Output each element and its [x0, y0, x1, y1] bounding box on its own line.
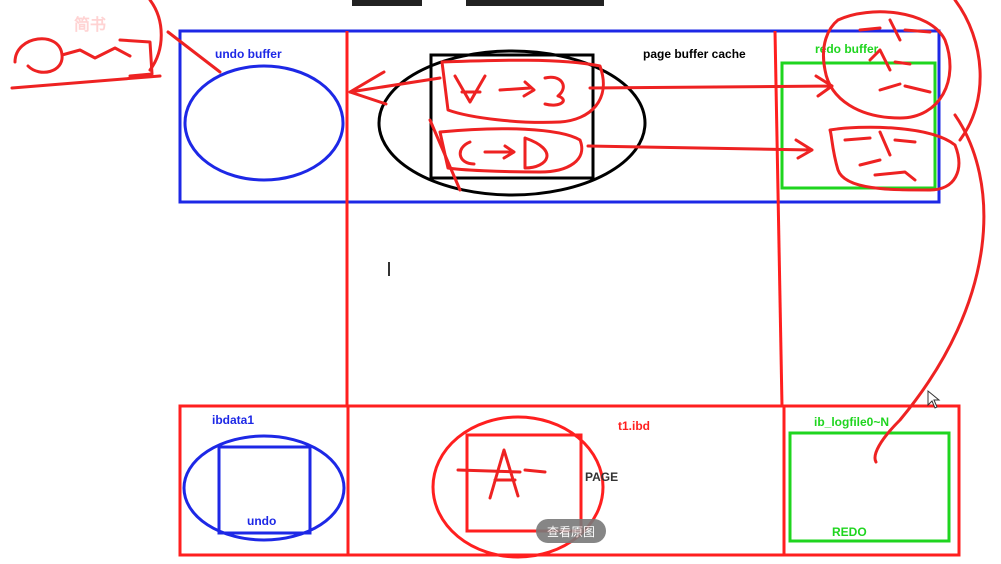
scribble-c-d-text	[458, 136, 549, 170]
redo-scribble-loop-2	[828, 125, 961, 192]
arrow-to-redo-2	[586, 138, 814, 160]
arrow-left-to-undo	[348, 70, 442, 106]
annotation-scribbles	[10, 0, 986, 500]
scribble-topleft	[13, 37, 154, 78]
t1-ibd-ellipse	[431, 415, 605, 559]
scribble-c-d-loop	[438, 127, 584, 174]
undo-label: undo	[247, 514, 276, 528]
scribble-topleft-arc	[148, 0, 163, 72]
scribble-slash	[428, 118, 462, 192]
redo-scribble-loop-1	[822, 10, 952, 120]
vertical-line-right	[773, 30, 784, 407]
page-label: PAGE	[585, 470, 618, 484]
header-left-text: 简书	[74, 15, 106, 34]
page-buffer-cache-ellipse	[377, 49, 647, 197]
arc-to-logfile	[873, 113, 986, 464]
page-buffer-cache-label: page buffer cache	[643, 47, 746, 61]
top-title-remnant	[352, 0, 604, 6]
undo-buffer-label: undo buffer	[215, 47, 282, 61]
arrow-to-undo	[166, 30, 222, 74]
memory-outer-box	[178, 29, 941, 204]
undo-buffer-ellipse	[183, 64, 345, 182]
logfile-box	[788, 431, 951, 543]
page-buffer-box	[429, 53, 595, 180]
t1-ibd-label: t1.ibd	[618, 419, 650, 433]
disk-outer-box	[178, 404, 961, 557]
scribble-a-b-loop	[440, 58, 605, 124]
ibdata1-ellipse	[182, 434, 346, 542]
ib-logfile-label: ib_logfile0~N	[814, 415, 889, 429]
redo-scribble-text-2	[843, 130, 917, 182]
mouse-pointer-icon	[927, 389, 941, 409]
scribble-a-b-text	[453, 74, 565, 107]
scribble-topleft-underline	[10, 74, 162, 90]
ibdata1-label: ibdata1	[212, 413, 254, 427]
redo-label: REDO	[832, 525, 867, 539]
redo-scribble-text-1	[858, 18, 932, 94]
redo-buffer-label: redo buffer	[815, 42, 879, 56]
page-box	[465, 433, 583, 533]
redo-buffer-box	[780, 61, 937, 190]
page-a-scribble	[456, 448, 547, 500]
undo-segment-box	[217, 445, 312, 535]
view-original-button[interactable]: 查看原图	[536, 519, 606, 543]
arc-top-right	[953, 0, 982, 142]
